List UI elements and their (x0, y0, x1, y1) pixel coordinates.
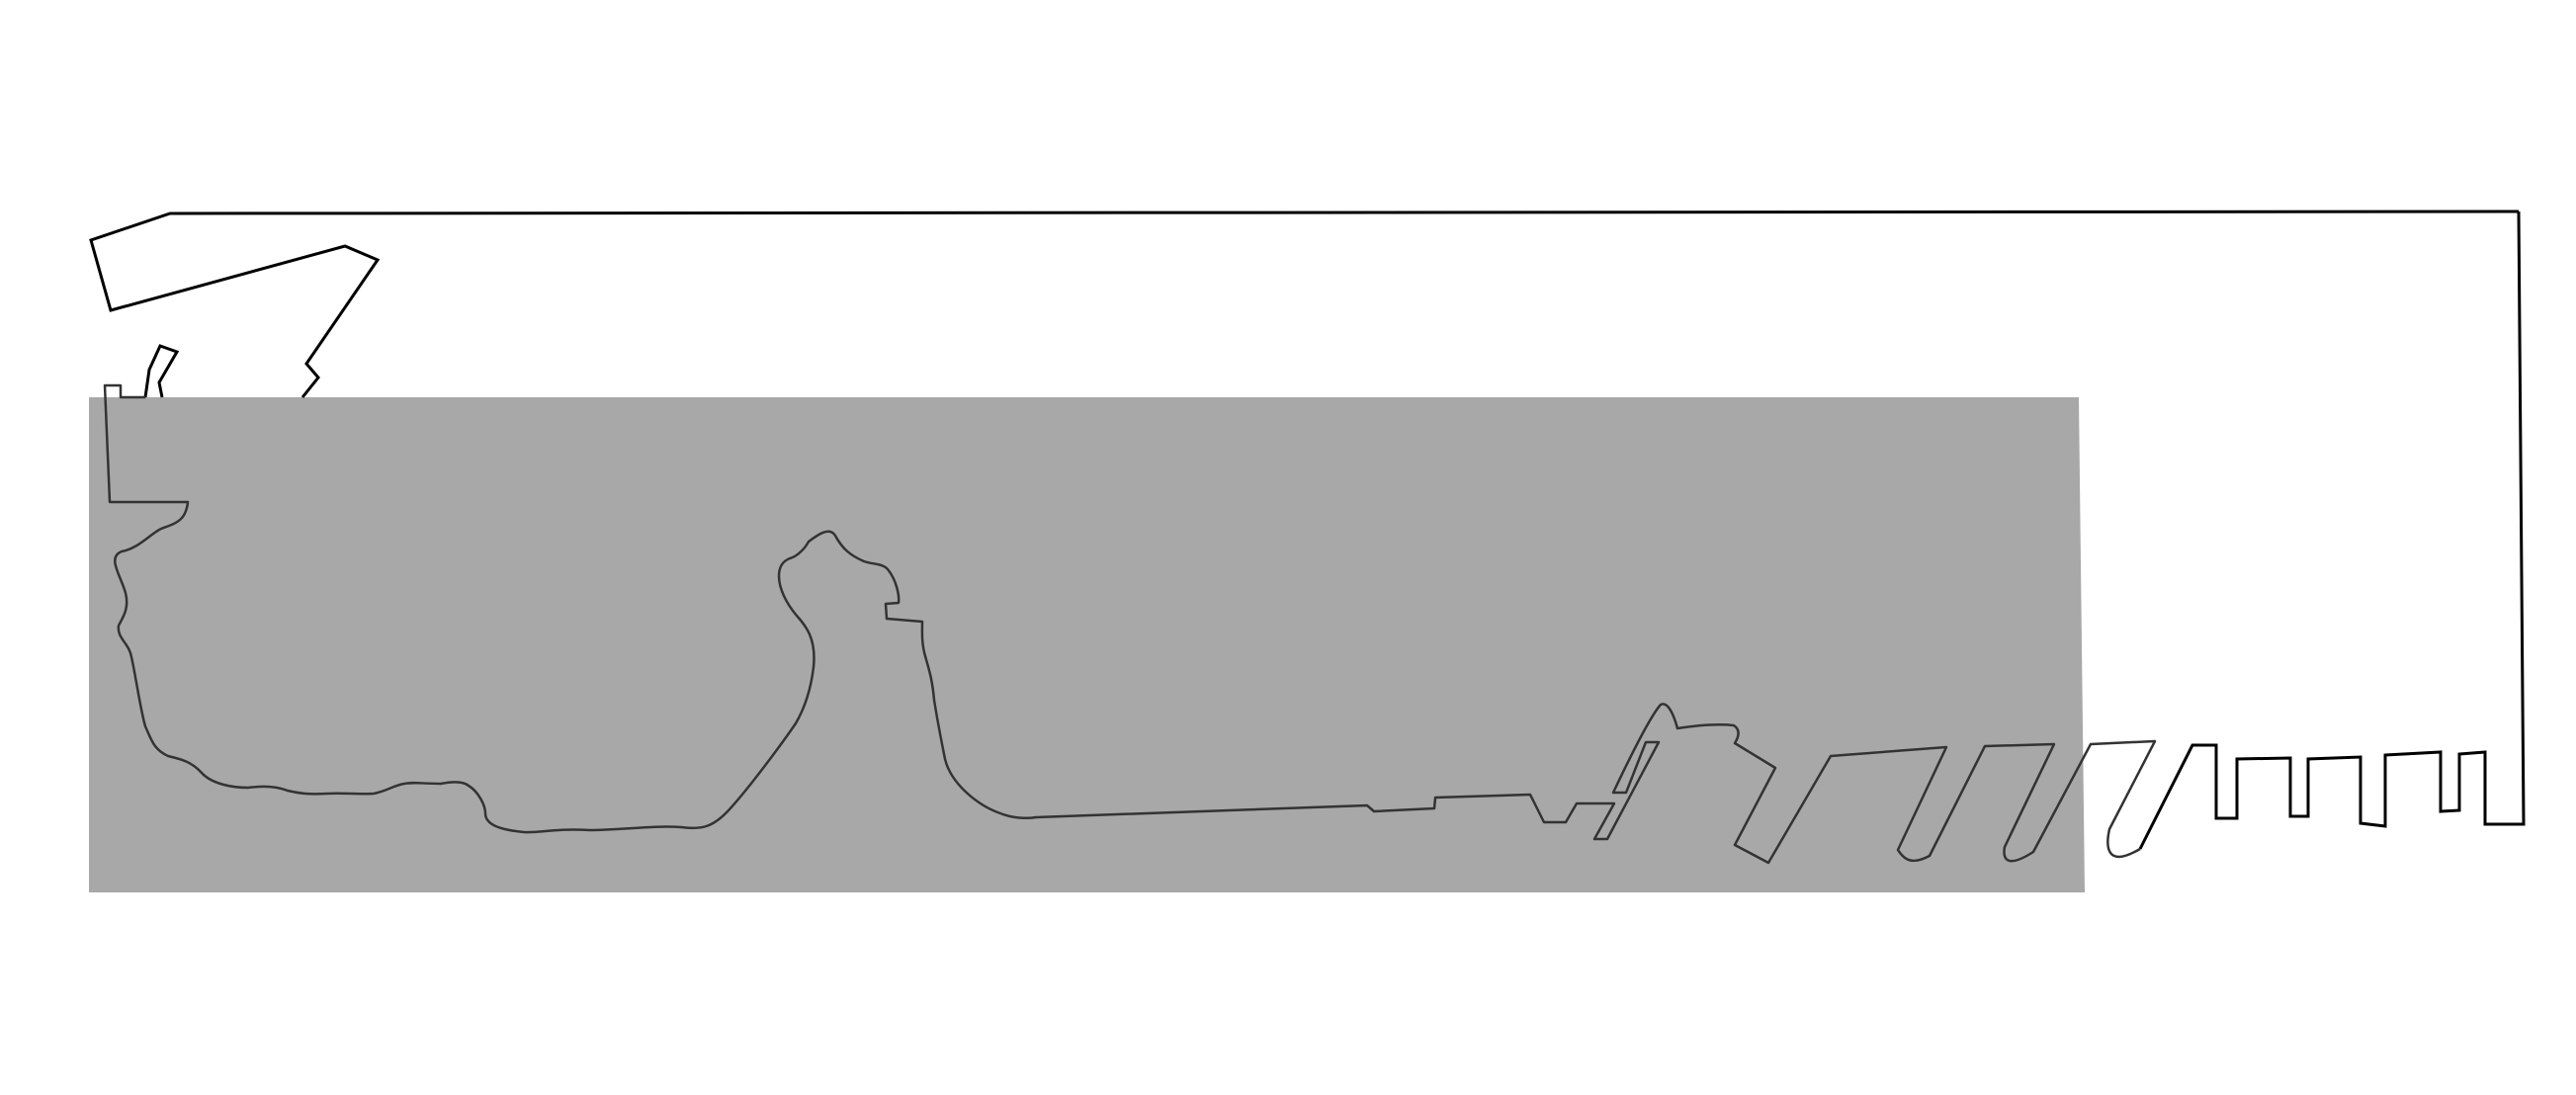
saw-handle-outline (89, 210, 2520, 398)
saw-handle-grip (143, 344, 180, 398)
saw-top-outline (2138, 211, 2526, 850)
cut-profile-outline (103, 383, 2157, 865)
shaded-region (89, 397, 2085, 892)
